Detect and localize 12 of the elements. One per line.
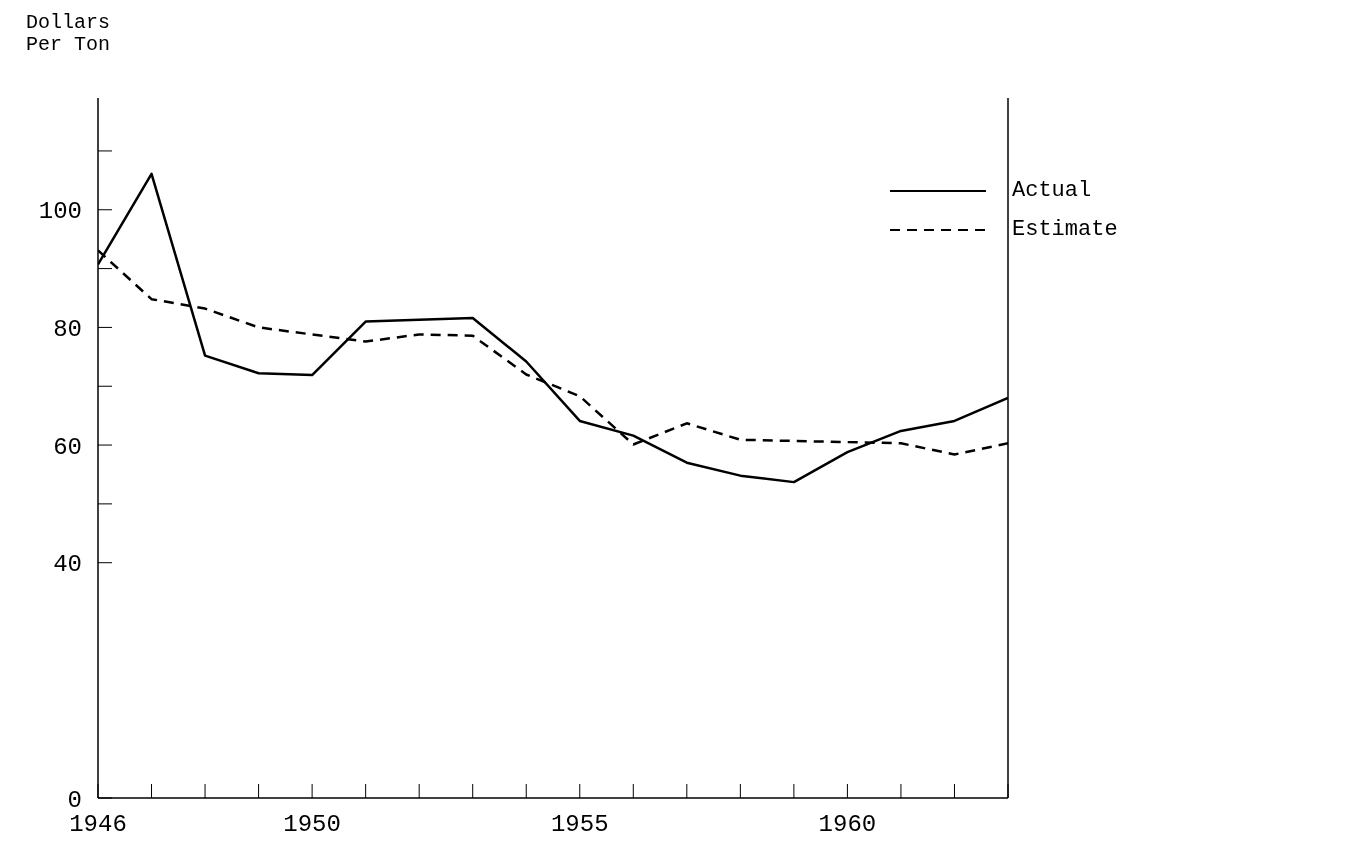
y-tick-label: 40 (53, 551, 82, 579)
y-tick-label: 0 (67, 786, 82, 814)
y-tick-label: 60 (53, 433, 82, 461)
legend-label: Actual (1012, 178, 1092, 203)
legend-label: Estimate (1012, 217, 1118, 242)
y-tick-label: 100 (38, 198, 82, 226)
x-tick-label: 1950 (283, 811, 341, 839)
x-tick-label: 1946 (69, 811, 127, 839)
y-axis-title: Dollars Per Ton (26, 11, 111, 56)
x-tick-label: 1955 (550, 811, 609, 839)
y-tick-label: 80 (53, 315, 82, 343)
x-tick-label: 1960 (818, 811, 877, 839)
